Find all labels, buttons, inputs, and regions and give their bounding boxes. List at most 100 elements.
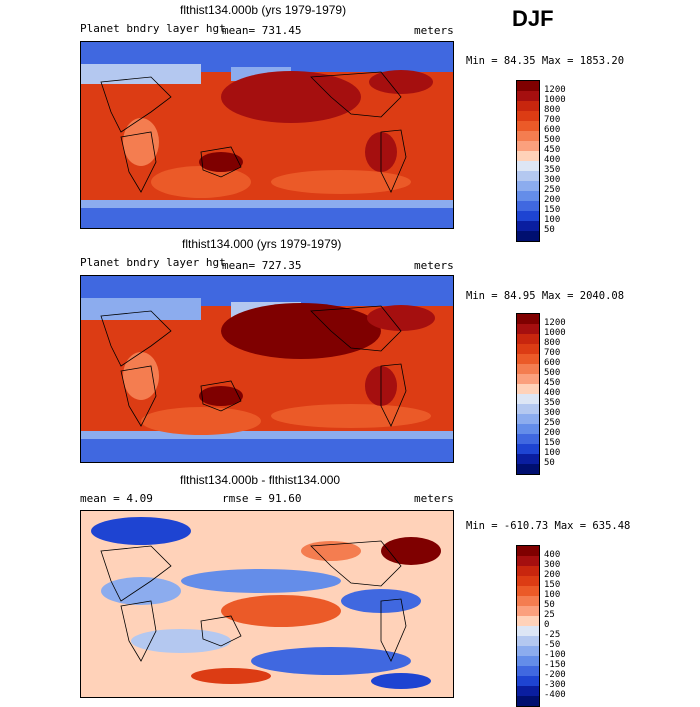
colorbar-swatch <box>517 586 539 596</box>
panel-2-colorbar-label: 150 <box>544 438 561 448</box>
colorbar-swatch <box>517 121 539 131</box>
panel-3-colorbar-label: 0 <box>544 620 550 630</box>
panel-3-colorbar-label: 100 <box>544 590 561 600</box>
panel-3-colorbar-label: 150 <box>544 580 561 590</box>
panel-3-colorbar-label: 300 <box>544 560 561 570</box>
colorbar-swatch <box>517 354 539 364</box>
colorbar-swatch <box>517 324 539 334</box>
panel-2-minmax: Min = 84.95 Max = 2040.08 <box>466 290 625 302</box>
panel-1-colorbar-label: 250 <box>544 185 561 195</box>
panel-2-colorbar-label: 450 <box>544 378 561 388</box>
panel-2-colorbar-label: 1200 <box>544 318 566 328</box>
panel-2-variable-label: Planet bndry layer hgt <box>80 256 226 269</box>
panel-3-minmax: Min = -610.73 Max = 635.48 <box>466 520 631 532</box>
colorbar-swatch <box>517 666 539 676</box>
colorbar-swatch <box>517 576 539 586</box>
colorbar-swatch <box>517 101 539 111</box>
colorbar-swatch <box>517 191 539 201</box>
panel-1-minmax: Min = 84.35 Max = 1853.20 <box>466 55 625 67</box>
panel-3-colorbar-label: 200 <box>544 570 561 580</box>
colorbar-swatch <box>517 201 539 211</box>
colorbar-swatch <box>517 696 539 706</box>
panel-3-units: meters <box>414 492 454 505</box>
panel-1-colorbar-label: 350 <box>544 165 561 175</box>
colorbar-swatch <box>517 414 539 424</box>
panel-2-colorbar-label: 350 <box>544 398 561 408</box>
panel-1-colorbar-label: 500 <box>544 135 561 145</box>
panel-2-colorbar-label: 300 <box>544 408 561 418</box>
colorbar-swatch <box>517 566 539 576</box>
colorbar-swatch <box>517 626 539 636</box>
panel-3-colorbar-label: -25 <box>544 630 561 640</box>
colorbar-swatch <box>517 424 539 434</box>
colorbar-swatch <box>517 344 539 354</box>
colorbar-swatch <box>517 181 539 191</box>
panel-1-colorbar-label: 800 <box>544 105 561 115</box>
colorbar-swatch <box>517 646 539 656</box>
panel-1-map <box>80 41 454 229</box>
panel-1-colorbar-label: 700 <box>544 115 561 125</box>
colorbar-swatch <box>517 314 539 324</box>
colorbar-swatch <box>517 211 539 221</box>
panel-1-title: flthist134.000b (yrs 1979-1979) <box>180 3 347 17</box>
colorbar-swatch <box>517 151 539 161</box>
panel-2-colorbar-label: 50 <box>544 458 555 468</box>
panel-1-colorbar-label: 300 <box>544 175 561 185</box>
colorbar-swatch <box>517 676 539 686</box>
colorbar-swatch <box>517 546 539 556</box>
colorbar-swatch <box>517 161 539 171</box>
panel-2-map <box>80 275 454 463</box>
panel-2-colorbar-label: 200 <box>544 428 561 438</box>
panel-2-colorbar-label: 100 <box>544 448 561 458</box>
colorbar-swatch <box>517 404 539 414</box>
panel-2-colorbar-label: 400 <box>544 388 561 398</box>
panel-3-title: flthist134.000b - flthist134.000 <box>180 473 341 487</box>
colorbar-swatch <box>517 171 539 181</box>
panel-2-mean-label: mean= 727.35 <box>222 259 302 272</box>
colorbar-swatch <box>517 231 539 241</box>
panel-2-colorbar-label: 1000 <box>544 328 566 338</box>
panel-2-units: meters <box>414 259 454 272</box>
panel-1-colorbar-label: 200 <box>544 195 561 205</box>
colorbar-swatch <box>517 394 539 404</box>
colorbar-swatch <box>517 596 539 606</box>
panel-3-colorbar-label: 400 <box>544 550 561 560</box>
panel-2-colorbar-label: 800 <box>544 338 561 348</box>
panel-3-colorbar-label: -100 <box>544 650 566 660</box>
panel-2-colorbar-label: 600 <box>544 358 561 368</box>
panel-1-colorbar-label: 600 <box>544 125 561 135</box>
panel-3-mean-label: mean = 4.09 <box>80 492 153 505</box>
panel-3-colorbar-label: 25 <box>544 610 555 620</box>
panel-3-colorbar-label: -300 <box>544 680 566 690</box>
panel-1-colorbar <box>516 80 540 242</box>
panel-3-colorbar-label: -200 <box>544 670 566 680</box>
colorbar-swatch <box>517 334 539 344</box>
colorbar-swatch <box>517 616 539 626</box>
panel-3-colorbar <box>516 545 540 707</box>
panel-1-units: meters <box>414 24 454 37</box>
colorbar-swatch <box>517 434 539 444</box>
panel-1-colorbar-label: 100 <box>544 215 561 225</box>
colorbar-swatch <box>517 686 539 696</box>
colorbar-swatch <box>517 131 539 141</box>
panel-3-colorbar-label: 50 <box>544 600 555 610</box>
season-label: DJF <box>512 6 554 31</box>
colorbar-swatch <box>517 444 539 454</box>
panel-1-colorbar-label: 150 <box>544 205 561 215</box>
panel-2-colorbar <box>516 313 540 475</box>
panel-1-colorbar-label: 400 <box>544 155 561 165</box>
panel-1-variable-label: Planet bndry layer hgt <box>80 22 226 35</box>
panel-2-colorbar-label: 700 <box>544 348 561 358</box>
panel-2-title: flthist134.000 (yrs 1979-1979) <box>182 237 342 251</box>
panel-1-colorbar-label: 450 <box>544 145 561 155</box>
panel-3-colorbar-label: -150 <box>544 660 566 670</box>
panel-3-colorbar-label: -400 <box>544 690 566 700</box>
panel-1-colorbar-label: 1000 <box>544 95 566 105</box>
colorbar-swatch <box>517 221 539 231</box>
colorbar-swatch <box>517 636 539 646</box>
colorbar-swatch <box>517 364 539 374</box>
colorbar-swatch <box>517 81 539 91</box>
panel-1-colorbar-label: 1200 <box>544 85 566 95</box>
colorbar-swatch <box>517 656 539 666</box>
panel-3-map <box>80 510 454 698</box>
